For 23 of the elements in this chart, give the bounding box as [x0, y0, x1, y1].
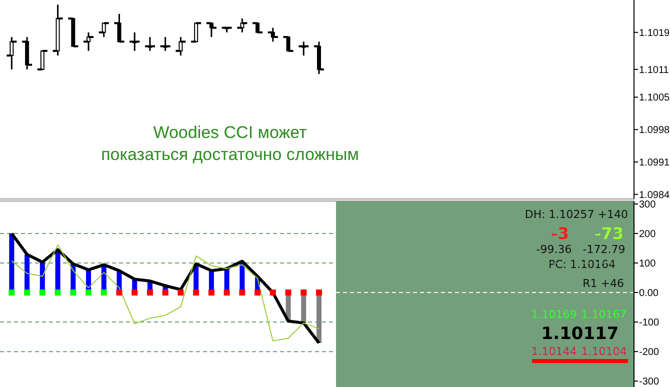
y-tick-label: -200	[639, 347, 660, 358]
annotation: R1 +46	[582, 277, 624, 290]
annotation: DH: 1.10257 +140	[524, 208, 628, 221]
y-tick-label: 1.0991	[639, 157, 670, 168]
y-tick-label: -100	[639, 318, 660, 329]
annotation: 1.10117	[541, 324, 619, 344]
y-tick-label: 300	[639, 199, 656, 210]
y-tick-label: 1.0998	[639, 125, 670, 136]
annotation: Woodies CCI может показаться достаточно сложным	[101, 123, 359, 164]
annotation: 1.10169	[531, 308, 577, 321]
annotation: -172.79	[582, 243, 626, 256]
y-tick-label: 1.1011	[639, 64, 670, 76]
y-tick-label: 1.0984	[639, 190, 670, 201]
annotation: 1.10167	[581, 308, 627, 321]
y-tick-label: 0.00	[639, 288, 659, 300]
annotation: -99.36	[536, 243, 572, 256]
annotation: 1.10144	[531, 345, 577, 358]
annotation: 1.10104	[581, 345, 627, 358]
y-tick-label: 1.1019	[639, 28, 670, 39]
y-tick-label: 100	[639, 258, 656, 270]
y-tick-label: 1.1005	[639, 92, 670, 104]
y-tick-label: 200	[639, 228, 656, 240]
y-tick-label: -300	[639, 376, 660, 387]
